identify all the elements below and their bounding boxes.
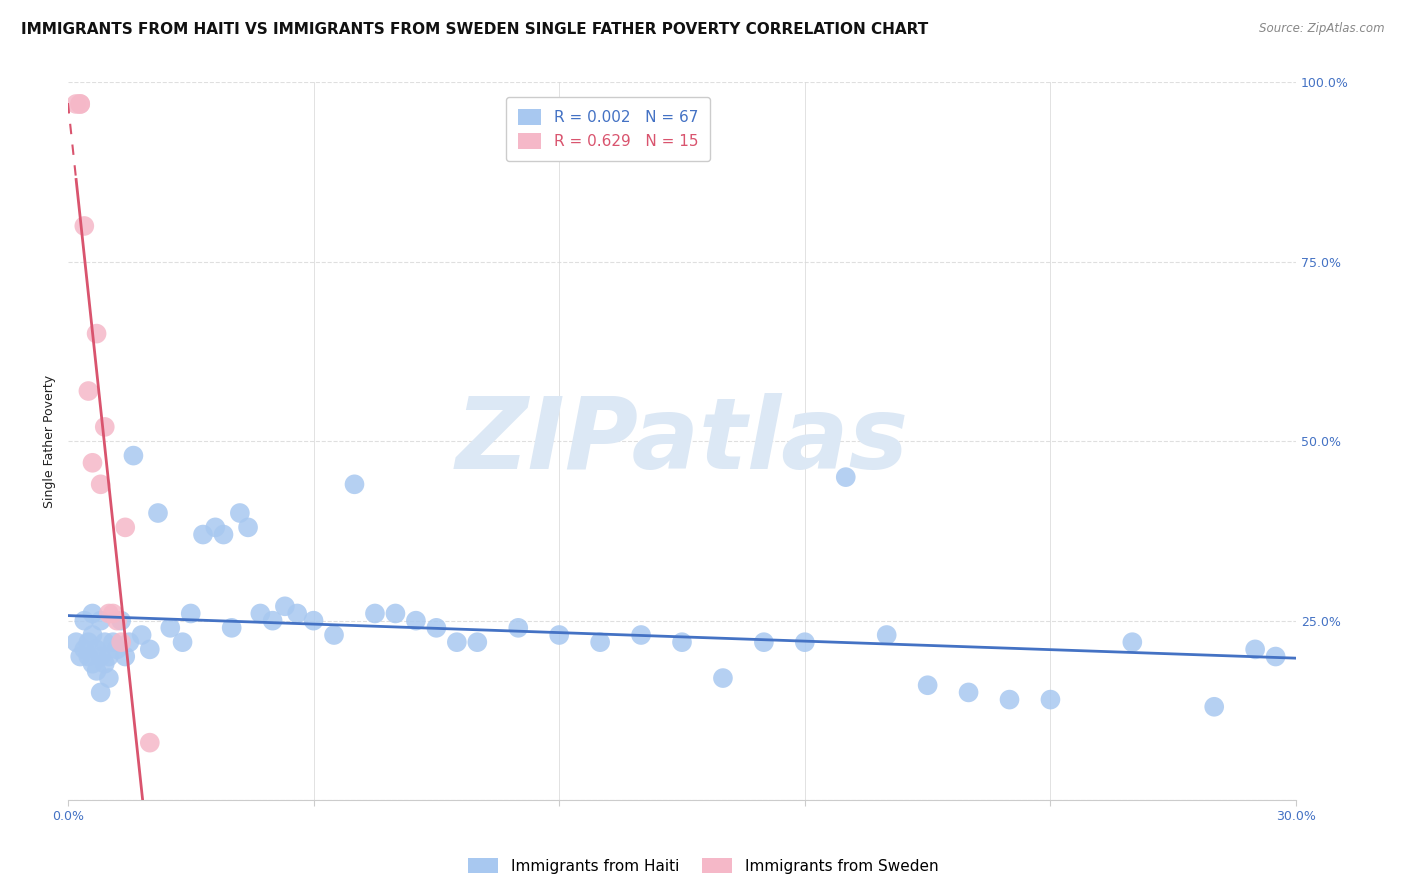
Point	[73, 219, 96, 233]
Point	[204, 520, 226, 534]
Point	[139, 736, 162, 750]
Point	[118, 635, 141, 649]
Point	[110, 635, 132, 649]
Point	[73, 614, 96, 628]
Point	[94, 420, 117, 434]
Point	[917, 678, 939, 692]
Point	[105, 614, 128, 628]
Point	[159, 621, 181, 635]
Point	[191, 527, 214, 541]
Point	[212, 527, 235, 541]
Point	[114, 520, 136, 534]
Point	[323, 628, 346, 642]
Point	[90, 614, 112, 628]
Point	[1204, 699, 1226, 714]
Point	[82, 657, 104, 671]
Legend: R = 0.002   N = 67, R = 0.629   N = 15: R = 0.002 N = 67, R = 0.629 N = 15	[506, 97, 710, 161]
Point	[876, 628, 898, 642]
Point	[139, 642, 162, 657]
Point	[465, 635, 488, 649]
Point	[82, 456, 104, 470]
Point	[835, 470, 858, 484]
Point	[548, 628, 571, 642]
Point	[94, 657, 117, 671]
Point	[86, 664, 108, 678]
Point	[172, 635, 194, 649]
Point	[77, 635, 100, 649]
Point	[793, 635, 815, 649]
Point	[65, 635, 87, 649]
Text: ZIPatlas: ZIPatlas	[456, 392, 908, 490]
Point	[101, 607, 124, 621]
Point	[101, 635, 124, 649]
Point	[1121, 635, 1143, 649]
Point	[405, 614, 427, 628]
Point	[69, 97, 91, 112]
Point	[146, 506, 169, 520]
Point	[97, 607, 120, 621]
Point	[180, 607, 202, 621]
Point	[998, 692, 1021, 706]
Point	[711, 671, 734, 685]
Point	[90, 477, 112, 491]
Point	[236, 520, 259, 534]
Point	[90, 685, 112, 699]
Point	[957, 685, 980, 699]
Point	[671, 635, 693, 649]
Point	[86, 642, 108, 657]
Point	[105, 642, 128, 657]
Point	[1244, 642, 1267, 657]
Point	[77, 384, 100, 398]
Point	[508, 621, 530, 635]
Point	[90, 649, 112, 664]
Point	[364, 607, 387, 621]
Text: IMMIGRANTS FROM HAITI VS IMMIGRANTS FROM SWEDEN SINGLE FATHER POVERTY CORRELATIO: IMMIGRANTS FROM HAITI VS IMMIGRANTS FROM…	[21, 22, 928, 37]
Point	[249, 607, 271, 621]
Point	[221, 621, 243, 635]
Point	[69, 649, 91, 664]
Point	[97, 671, 120, 685]
Point	[630, 628, 652, 642]
Point	[73, 642, 96, 657]
Point	[131, 628, 153, 642]
Point	[82, 607, 104, 621]
Point	[285, 607, 308, 621]
Y-axis label: Single Father Poverty: Single Father Poverty	[44, 375, 56, 508]
Point	[97, 649, 120, 664]
Point	[274, 599, 297, 614]
Point	[82, 628, 104, 642]
Text: Source: ZipAtlas.com: Source: ZipAtlas.com	[1260, 22, 1385, 36]
Point	[65, 97, 87, 112]
Point	[69, 97, 91, 112]
Legend: Immigrants from Haiti, Immigrants from Sweden: Immigrants from Haiti, Immigrants from S…	[461, 852, 945, 880]
Point	[589, 635, 612, 649]
Point	[1264, 649, 1286, 664]
Point	[425, 621, 447, 635]
Point	[1039, 692, 1062, 706]
Point	[229, 506, 252, 520]
Point	[343, 477, 366, 491]
Point	[86, 326, 108, 341]
Point	[262, 614, 284, 628]
Point	[122, 449, 145, 463]
Point	[384, 607, 406, 621]
Point	[77, 649, 100, 664]
Point	[446, 635, 468, 649]
Point	[752, 635, 775, 649]
Point	[114, 649, 136, 664]
Point	[94, 635, 117, 649]
Point	[302, 614, 325, 628]
Point	[110, 614, 132, 628]
